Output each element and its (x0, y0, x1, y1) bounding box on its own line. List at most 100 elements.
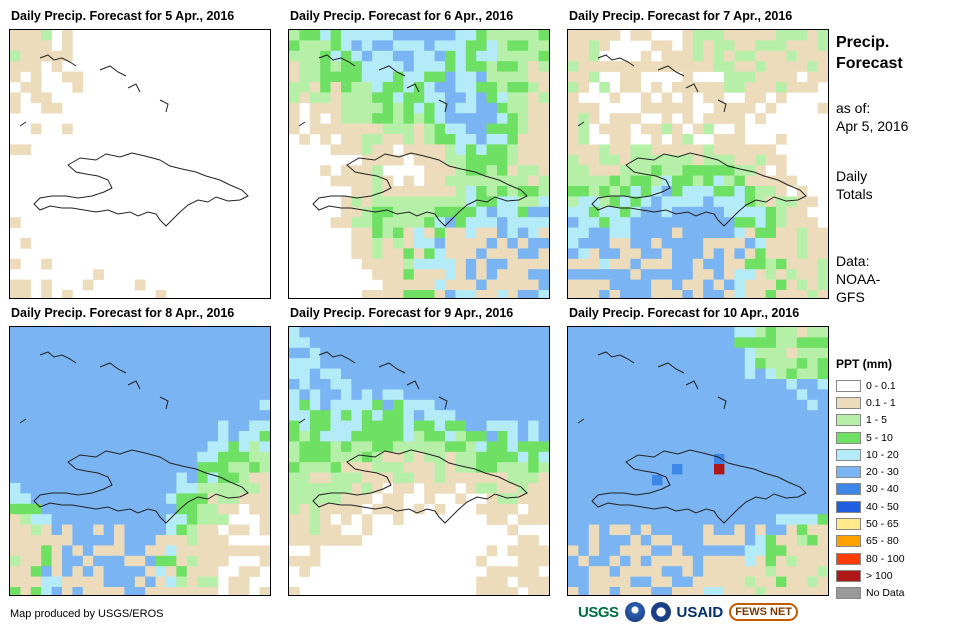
precip-cell (578, 113, 590, 124)
precip-cell (497, 431, 508, 442)
precip-cell (413, 154, 425, 166)
usaid-logo: USAID (676, 603, 724, 621)
precip-cell (30, 61, 42, 72)
precip-cell (807, 379, 818, 390)
side-title: Precip. Forecast (836, 32, 903, 74)
precip-cell (776, 514, 787, 525)
precip-cell (320, 358, 331, 369)
precip-cell (588, 50, 600, 62)
precip-cell (486, 368, 498, 380)
precip-cell (786, 61, 798, 72)
precip-cell (299, 389, 311, 401)
precip-cell (207, 420, 219, 432)
island-coastline (577, 418, 585, 424)
precip-cell (497, 102, 508, 114)
precip-cell (476, 71, 487, 83)
precip-cell (62, 358, 73, 369)
precip-cell (682, 431, 694, 442)
precip-cell (713, 587, 725, 595)
precip-cell (578, 327, 590, 338)
precip-cell (568, 269, 579, 280)
precip-cell (465, 134, 477, 145)
precip-cell (486, 92, 498, 104)
precip-cell (817, 545, 828, 557)
precip-cell (166, 379, 177, 390)
precip-cell (796, 420, 808, 432)
precip-cell (228, 327, 240, 338)
precip-cell (465, 123, 477, 135)
precip-cell (372, 441, 383, 453)
precip-cell (517, 279, 529, 291)
precip-cell (588, 165, 600, 176)
precip-cell (661, 368, 673, 380)
precip-cell (455, 347, 467, 359)
precip-cell (661, 399, 673, 411)
precip-cell (382, 368, 394, 380)
precip-cell (72, 587, 84, 595)
precip-cell (403, 196, 415, 208)
precip-cell (259, 368, 270, 380)
precip-cell (393, 92, 404, 104)
precip-cell (609, 347, 621, 359)
precip-cell (30, 555, 42, 567)
precip-cell (476, 217, 487, 228)
precip-cell (568, 175, 579, 187)
precip-cell (20, 483, 32, 494)
precip-cell (93, 524, 104, 536)
precip-cell (114, 389, 125, 401)
precip-cell (578, 389, 590, 401)
precip-cell (289, 327, 300, 338)
precip-cell (703, 269, 714, 280)
precip-cell (403, 50, 415, 62)
precip-cell (692, 30, 704, 41)
precip-cell (744, 451, 756, 463)
precip-cell (30, 524, 42, 536)
precip-cell (361, 347, 373, 359)
precip-cell (609, 514, 621, 525)
precip-cell (620, 347, 631, 359)
precip-cell (713, 290, 725, 298)
precip-cell (630, 238, 642, 249)
precip-cell (609, 566, 621, 577)
precip-cell (692, 379, 704, 390)
precip-cell (599, 196, 610, 208)
precip-cell (10, 92, 21, 104)
precip-cell (124, 420, 136, 432)
precip-cell (103, 483, 115, 494)
precip-cell (413, 50, 425, 62)
precip-cell (361, 493, 373, 505)
precip-cell (341, 206, 352, 218)
precip-cell (486, 503, 498, 515)
precip-cell (218, 410, 229, 421)
precip-cell (207, 327, 219, 338)
precip-cell (755, 248, 766, 260)
precip-cell (507, 102, 519, 114)
precip-cell (197, 441, 208, 453)
precip-cell (186, 493, 198, 505)
precip-cell (72, 358, 84, 369)
precip-cell (330, 40, 342, 52)
precip-cell (776, 535, 787, 546)
precip-cell (10, 545, 21, 557)
island-coastline (19, 121, 27, 127)
precip-cell (393, 337, 404, 349)
precip-cell (299, 82, 311, 93)
precip-cell (207, 587, 219, 595)
precip-cell (609, 576, 621, 588)
precip-cell (755, 576, 766, 588)
precip-cell (692, 535, 704, 546)
precip-cell (372, 61, 383, 72)
precip-cell (755, 61, 766, 72)
precip-cell (528, 431, 539, 442)
precip-cell (155, 420, 167, 432)
precip-cell (497, 144, 508, 156)
precip-cell (424, 154, 435, 166)
precip-cell (445, 368, 456, 380)
precip-cell (640, 555, 652, 567)
precip-cell (320, 431, 331, 442)
precip-cell (497, 358, 508, 369)
precip-cell (817, 535, 828, 546)
precip-cell (155, 379, 167, 390)
precip-cell (578, 258, 590, 270)
precip-cell (538, 327, 549, 338)
